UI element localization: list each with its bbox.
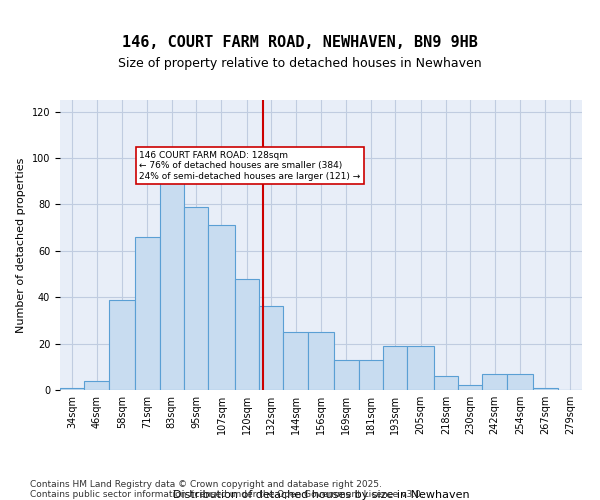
Bar: [334, 360, 359, 390]
Bar: [235, 278, 259, 390]
Bar: [359, 360, 383, 390]
Bar: [85, 380, 109, 390]
Bar: [434, 376, 458, 390]
Bar: [259, 306, 283, 390]
Bar: [407, 346, 434, 390]
Bar: [160, 179, 184, 390]
Bar: [60, 388, 85, 390]
X-axis label: Distribution of detached houses by size in Newhaven: Distribution of detached houses by size …: [173, 490, 469, 500]
Text: Contains HM Land Registry data © Crown copyright and database right 2025.
Contai: Contains HM Land Registry data © Crown c…: [30, 480, 424, 500]
Text: 146 COURT FARM ROAD: 128sqm
← 76% of detached houses are smaller (384)
24% of se: 146 COURT FARM ROAD: 128sqm ← 76% of det…: [139, 151, 361, 181]
Bar: [507, 374, 533, 390]
Bar: [458, 386, 482, 390]
Bar: [208, 226, 235, 390]
Bar: [109, 300, 135, 390]
Bar: [308, 332, 334, 390]
Bar: [184, 206, 208, 390]
Bar: [533, 388, 557, 390]
Bar: [482, 374, 507, 390]
Y-axis label: Number of detached properties: Number of detached properties: [16, 158, 26, 332]
Bar: [383, 346, 407, 390]
Bar: [135, 237, 160, 390]
Text: Size of property relative to detached houses in Newhaven: Size of property relative to detached ho…: [118, 58, 482, 70]
Bar: [283, 332, 308, 390]
Text: 146, COURT FARM ROAD, NEWHAVEN, BN9 9HB: 146, COURT FARM ROAD, NEWHAVEN, BN9 9HB: [122, 35, 478, 50]
